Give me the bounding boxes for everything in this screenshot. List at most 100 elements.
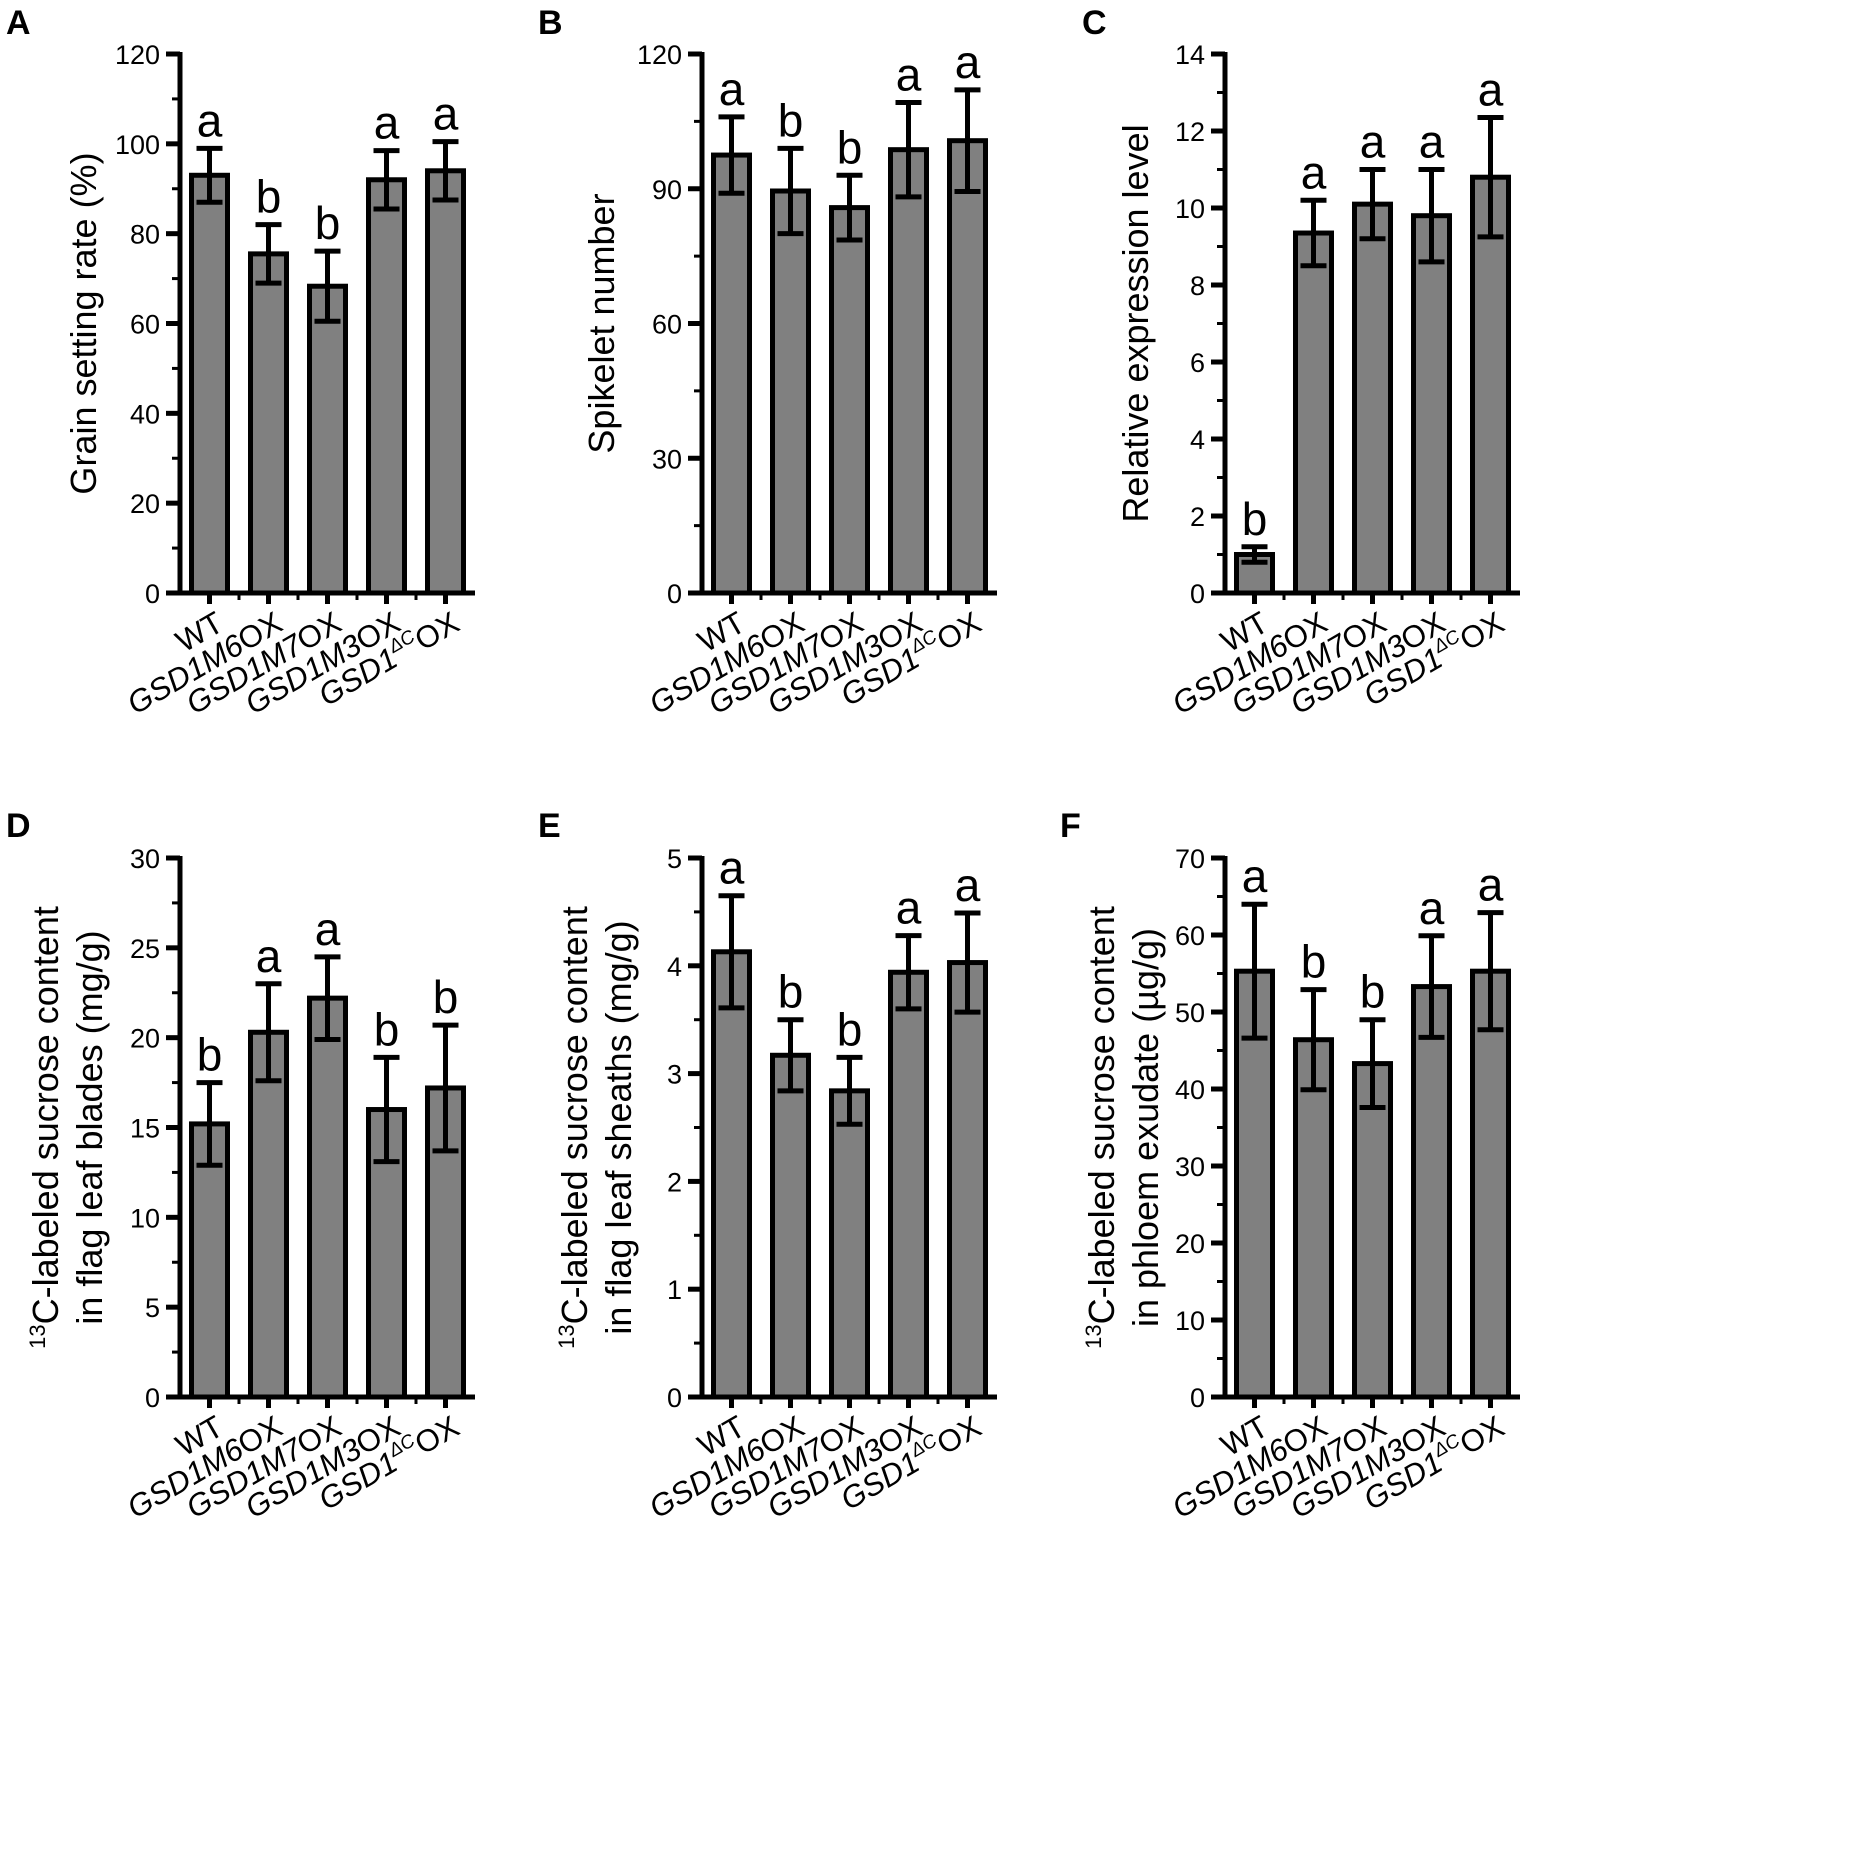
bar-2 — [1293, 230, 1334, 596]
y-axis-title: Relative expression level — [1115, 124, 1156, 522]
y-axis-title-line1: 13C-labeled sucrose content — [25, 906, 66, 1349]
y-tick-label: 5 — [667, 844, 682, 874]
significance-letter-4: b — [374, 1003, 400, 1055]
bar-3 — [307, 995, 348, 1400]
y-axis-title-line1: 13C-labeled sucrose content — [1081, 906, 1122, 1349]
significance-letter-1: b — [1242, 493, 1268, 545]
y-axis-title: 13C-labeled sucrose content in phloem exu… — [1081, 906, 1166, 1349]
y-tick-label: 120 — [637, 40, 682, 70]
y-tick-label: 10 — [1175, 1306, 1205, 1336]
y-tick-label: 15 — [130, 1114, 160, 1144]
significance-letter-3: b — [315, 197, 341, 249]
significance-letter-4: a — [1419, 882, 1445, 934]
y-tick-label: 3 — [667, 1060, 682, 1090]
bar-4 — [1411, 984, 1452, 1400]
significance-letter-3: b — [837, 121, 863, 173]
panel-letter: D — [6, 807, 31, 845]
significance-letter-2: b — [256, 171, 282, 223]
bar-1 — [711, 152, 752, 596]
significance-letter-5: a — [955, 859, 981, 911]
y-tick-label: 20 — [130, 1024, 160, 1054]
y-axis-title-text: Grain setting rate (%) — [63, 152, 104, 494]
y-tick-label: 2 — [1190, 502, 1205, 532]
y-tick-label: 30 — [1175, 1152, 1205, 1182]
y-tick-label: 5 — [145, 1293, 160, 1323]
significance-letter-5: a — [433, 88, 459, 140]
y-axis-title: Spikelet number — [581, 193, 622, 453]
bar-3 — [829, 205, 870, 596]
y-axis-title-line2: in phloem exudate (µg/g) — [1125, 928, 1166, 1327]
significance-letter-5: a — [1478, 859, 1504, 911]
bar-2 — [770, 1052, 811, 1400]
panel-f: F 13C-labeled sucrose content in phloem ex… — [1060, 807, 1520, 1525]
y-tick-label: 12 — [1175, 117, 1205, 147]
y-tick-label: 0 — [145, 579, 160, 609]
y-tick-label: 120 — [115, 40, 160, 70]
y-tick-label: 14 — [1175, 40, 1205, 70]
y-tick-label: 90 — [652, 175, 682, 205]
y-tick-label: 0 — [1190, 1383, 1205, 1413]
significance-letter-5: a — [955, 36, 981, 88]
y-tick-label: 40 — [130, 399, 160, 429]
significance-letter-4: a — [896, 882, 922, 934]
y-axis-title-line1: 13C-labeled sucrose content — [554, 906, 595, 1349]
bar-5 — [1470, 174, 1511, 596]
bar-4 — [888, 147, 929, 596]
y-tick-label: 60 — [652, 310, 682, 340]
significance-letter-3: a — [1360, 116, 1386, 168]
y-axis-title-text: Relative expression level — [1115, 124, 1156, 522]
bar-4 — [1411, 213, 1452, 596]
y-tick-label: 6 — [1190, 348, 1205, 378]
panel-letter: F — [1060, 807, 1081, 845]
bar-1 — [189, 172, 230, 596]
panel-letter: B — [538, 4, 563, 42]
bar-3 — [1352, 201, 1393, 596]
significance-letter-4: a — [374, 97, 400, 149]
bar-2 — [248, 1029, 289, 1400]
y-tick-label: 4 — [1190, 425, 1205, 455]
y-tick-label: 80 — [130, 220, 160, 250]
y-tick-label: 0 — [667, 579, 682, 609]
significance-letter-3: b — [1360, 966, 1386, 1018]
significance-letter-4: a — [1419, 116, 1445, 168]
y-axis-title-line2: in flag leaf sheaths (mg/g) — [598, 920, 639, 1334]
y-axis-title: 13C-labeled sucrose content in flag leaf … — [25, 906, 110, 1349]
y-tick-label: 30 — [130, 844, 160, 874]
y-tick-label: 40 — [1175, 1075, 1205, 1105]
y-axis-title: 13C-labeled sucrose content in flag leaf … — [554, 906, 639, 1349]
significance-letter-5: b — [433, 971, 459, 1023]
y-tick-label: 60 — [130, 310, 160, 340]
y-tick-label: 100 — [115, 130, 160, 160]
significance-letter-2: b — [1301, 936, 1327, 988]
bar-2 — [248, 251, 289, 596]
significance-letter-1: b — [197, 1029, 223, 1081]
significance-letter-3: a — [315, 903, 341, 955]
bar-3 — [829, 1088, 870, 1400]
y-tick-label: 20 — [1175, 1229, 1205, 1259]
bar-4 — [366, 177, 407, 596]
significance-letter-1: a — [1242, 850, 1268, 902]
y-axis-title: Grain setting rate (%) — [63, 152, 104, 494]
bar-1 — [711, 949, 752, 1400]
bar-5 — [425, 168, 466, 596]
y-tick-label: 0 — [1190, 579, 1205, 609]
significance-letter-2: a — [1301, 146, 1327, 198]
y-tick-label: 2 — [667, 1167, 682, 1197]
significance-letter-1: a — [197, 94, 223, 146]
y-tick-label: 25 — [130, 934, 160, 964]
y-tick-label: 0 — [145, 1383, 160, 1413]
y-tick-label: 0 — [667, 1383, 682, 1413]
significance-letter-1: a — [719, 842, 745, 894]
significance-letter-3: b — [837, 1003, 863, 1055]
y-tick-label: 70 — [1175, 844, 1205, 874]
significance-letter-5: a — [1478, 64, 1504, 116]
bar-4 — [888, 969, 929, 1400]
significance-letter-2: a — [256, 930, 282, 982]
panel-letter: C — [1082, 4, 1107, 42]
y-tick-label: 4 — [667, 952, 682, 982]
bar-2 — [1293, 1037, 1334, 1400]
